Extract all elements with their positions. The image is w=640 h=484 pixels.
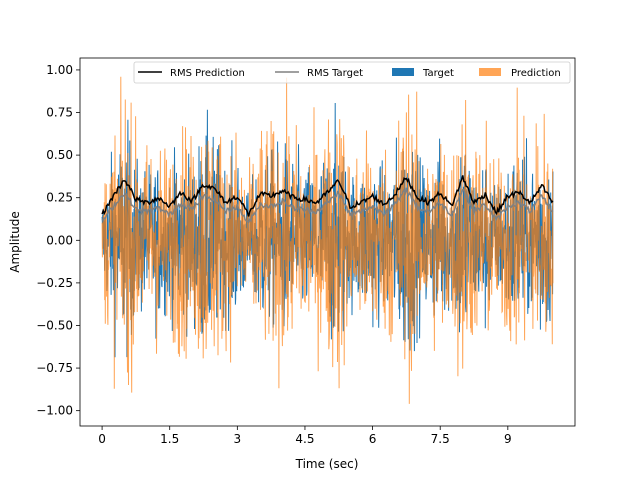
legend-swatch-target — [392, 68, 414, 76]
y-tick-label: −1.00 — [36, 404, 73, 418]
y-tick-label: 0.00 — [46, 233, 73, 247]
y-axis-label: Amplitude — [8, 211, 22, 273]
x-tick-label: 4.5 — [295, 432, 314, 446]
legend-label-target: Target — [422, 68, 454, 79]
y-tick-label: 0.25 — [46, 191, 73, 205]
x-tick-label: 3 — [234, 432, 242, 446]
x-tick-label: 9 — [504, 432, 512, 446]
legend-label-rms-prediction: RMS Prediction — [170, 68, 245, 79]
y-tick-label: −0.50 — [36, 318, 73, 332]
y-tick-label: 0.75 — [46, 106, 73, 120]
x-tick-label: 1.5 — [160, 432, 179, 446]
x-axis-label: Time (sec) — [295, 457, 359, 471]
axes-frame — [79, 57, 576, 427]
legend-label-rms-target: RMS Target — [307, 68, 363, 79]
legend: RMS Prediction RMS Target Target Predict… — [133, 61, 571, 84]
y-tick-label: −0.25 — [36, 276, 73, 290]
rms-prediction-line — [101, 175, 554, 217]
legend-swatch-prediction — [479, 68, 501, 76]
x-tick-label: 0 — [98, 432, 106, 446]
prediction-waveform — [101, 76, 554, 404]
y-tick-label: 1.00 — [46, 63, 73, 77]
x-tick-label: 7.5 — [431, 432, 450, 446]
x-tick-label: 6 — [369, 432, 377, 446]
y-tick-label: 0.50 — [46, 148, 73, 162]
y-tick-label: −0.75 — [36, 361, 73, 375]
legend-box — [133, 61, 571, 84]
rms-target-line — [101, 187, 554, 224]
legend-label-prediction: Prediction — [511, 68, 561, 79]
